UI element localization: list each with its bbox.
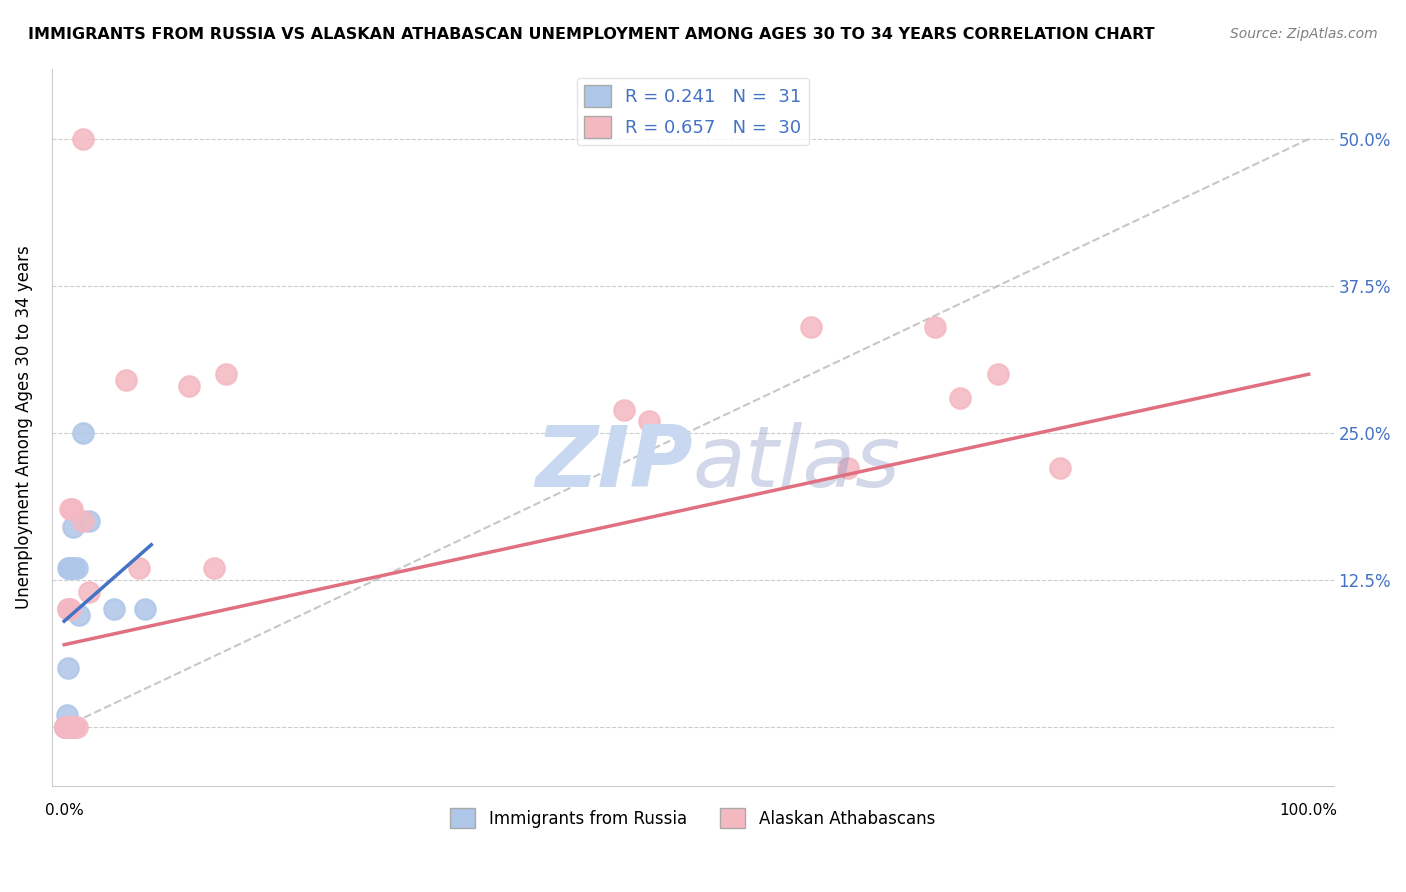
Point <box>55 720 77 734</box>
Point <box>67 608 90 623</box>
Point <box>56 720 79 734</box>
Point <box>59 561 82 575</box>
Point <box>800 320 823 334</box>
Point <box>55 720 77 734</box>
Point <box>56 720 79 734</box>
Point <box>115 373 138 387</box>
Point <box>55 720 77 734</box>
Point <box>55 720 77 734</box>
Point <box>177 379 200 393</box>
Text: Source: ZipAtlas.com: Source: ZipAtlas.com <box>1230 27 1378 41</box>
Text: IMMIGRANTS FROM RUSSIA VS ALASKAN ATHABASCAN UNEMPLOYMENT AMONG AGES 30 TO 34 YE: IMMIGRANTS FROM RUSSIA VS ALASKAN ATHABA… <box>28 27 1154 42</box>
Point <box>1049 461 1071 475</box>
Y-axis label: Unemployment Among Ages 30 to 34 years: Unemployment Among Ages 30 to 34 years <box>15 245 32 609</box>
Point <box>55 708 77 723</box>
Point <box>55 720 77 734</box>
Point <box>58 720 80 734</box>
Point <box>56 661 79 675</box>
Point <box>55 720 77 734</box>
Point <box>56 720 79 734</box>
Point <box>837 461 859 475</box>
Point <box>56 602 79 616</box>
Point <box>60 720 83 734</box>
Point <box>55 720 77 734</box>
Point <box>103 602 125 616</box>
Point <box>638 414 661 428</box>
Point <box>59 720 82 734</box>
Point <box>58 720 80 734</box>
Point <box>72 425 94 440</box>
Point <box>202 561 225 575</box>
Point <box>77 514 100 528</box>
Point <box>59 561 82 575</box>
Point <box>924 320 946 334</box>
Point <box>63 720 86 734</box>
Point <box>63 720 86 734</box>
Point <box>66 561 89 575</box>
Point <box>60 502 83 516</box>
Point <box>62 520 84 534</box>
Point <box>72 514 94 528</box>
Point <box>56 561 79 575</box>
Point <box>59 602 82 616</box>
Text: atlas: atlas <box>693 422 901 505</box>
Point <box>128 561 150 575</box>
Point <box>60 720 83 734</box>
Point <box>134 602 156 616</box>
Point <box>63 561 86 575</box>
Text: 0.0%: 0.0% <box>45 804 83 819</box>
Text: ZIP: ZIP <box>536 422 693 505</box>
Point <box>59 502 82 516</box>
Point <box>72 132 94 146</box>
Point <box>58 720 80 734</box>
Legend: Immigrants from Russia, Alaskan Athabascans: Immigrants from Russia, Alaskan Athabasc… <box>444 801 942 835</box>
Text: 100.0%: 100.0% <box>1279 804 1337 819</box>
Point <box>77 584 100 599</box>
Point <box>56 602 79 616</box>
Point <box>66 720 89 734</box>
Point <box>63 720 86 734</box>
Point <box>949 391 972 405</box>
Point <box>986 368 1008 382</box>
Point <box>55 720 77 734</box>
Point <box>613 402 636 417</box>
Point <box>56 720 79 734</box>
Point <box>215 368 238 382</box>
Point <box>55 720 77 734</box>
Point <box>55 720 77 734</box>
Point <box>58 561 80 575</box>
Point <box>58 602 80 616</box>
Point <box>58 720 80 734</box>
